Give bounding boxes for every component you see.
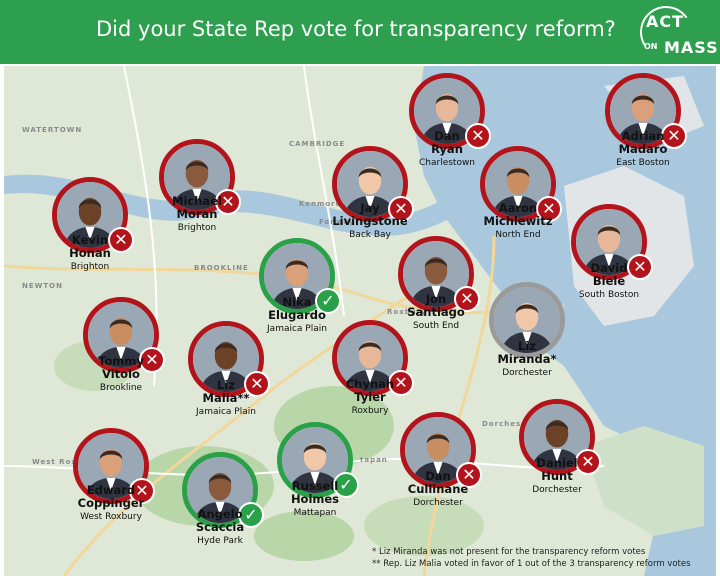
rep-last-name: Moran [176,207,218,221]
map-label-watertown: WATERTOWN [22,126,83,134]
footnote-1: * Liz Miranda was not present for the tr… [372,547,646,557]
rep-first-name: Tommy [98,354,144,368]
rep-first-name: Daniel [536,456,578,470]
rep-district: Dorchester [502,368,552,378]
rep-photo [480,146,556,222]
map-label-brookline: BROOKLINE [194,264,249,272]
map-label-west-roxbury: West Roxbury [32,458,99,466]
map-label-cambridge: CAMBRIDGE [289,140,346,148]
rep-district: Jamaica Plain [267,324,327,334]
rep-last-name: Coppinger [77,496,145,510]
check-icon: ✓ [238,502,264,528]
map-label-mattapan: tapan [360,456,388,464]
rep-photo [409,73,485,149]
rep-first-name: Michael [172,194,222,208]
rep-last-name: Cullinane [407,482,469,496]
rep-last-name: Tyler [354,390,386,404]
x-icon: ✕ [244,371,270,397]
map-label-kenmore: Kenmore [299,200,342,208]
rep-last-name: Honan [69,246,111,260]
rep-district: South Boston [578,290,640,300]
rep-district: Hyde Park [197,536,243,546]
rep-last-name: Elugardo [268,308,326,322]
x-icon: ✕ [627,254,653,280]
footnotes: * Liz Miranda was not present for the tr… [372,546,691,570]
x-icon: ✕ [454,286,480,312]
rep-last-name: Hunt [541,469,573,483]
rep-last-name: Scaccia [195,520,245,534]
rep-last-name: Livingstone [332,214,408,228]
map-label-fenway: Fenway [319,218,355,226]
x-icon: ✕ [215,189,241,215]
rep-first-name: Liz [518,339,536,353]
check-icon: ✓ [315,288,341,314]
rep-district: Roxbury [351,406,389,416]
x-icon: ✕ [465,123,491,149]
rep-district: Dorchester [532,485,582,495]
map-label-newton: NEWTON [22,282,63,290]
header-banner: Did your State Rep vote for transparency… [0,0,720,64]
rep-first-name: Kevin [71,233,109,247]
x-icon: ✕ [139,347,165,373]
x-icon: ✕ [536,196,562,222]
rep-last-name: Santiago [407,305,465,319]
rep-photo [605,73,681,149]
rep-first-name: Dan [434,129,460,143]
rep-first-name: David [590,261,628,275]
x-icon: ✕ [388,196,414,222]
rep-district: Charlestown [418,158,476,168]
rep-last-name: Ryan [431,142,463,156]
rep-first-name: Nika [282,295,312,309]
rep-photo [259,238,335,314]
rep-first-name: Russell [291,479,339,493]
footnote-2: ** Rep. Liz Malia voted in favor of 1 ou… [372,559,691,569]
rep-first-name: Jay [360,201,380,215]
rep-first-name: Jon [425,292,447,306]
rep-district: Brighton [177,223,217,233]
rep-last-name: Madaro [618,142,668,156]
rep-first-name: Liz [217,378,235,392]
map-label-dorchester: Dorches [482,420,522,428]
page-title: Did your State Rep vote for transparency… [96,17,616,41]
x-icon: ✕ [129,478,155,504]
logo-line-2: MASS [664,38,719,57]
rep-photo [277,422,353,498]
logo-line-3: ON [644,42,658,51]
rep-district: Jamaica Plain [196,407,256,417]
logo-line-1: ACT [646,12,685,31]
map-label-roxbury: Roxbury [387,308,427,316]
rep-photo [489,282,565,358]
rep-first-name: Adrian [621,129,665,143]
rep-last-name: Vitolo [102,367,140,381]
rep-district: South End [412,321,460,331]
rep-district: Back Bay [349,230,391,240]
x-icon: ✕ [456,462,482,488]
act-on-mass-logo: ACT ON MASS [635,1,718,63]
x-icon: ✕ [108,227,134,253]
rep-district: Mattapan [293,508,337,518]
rep-district: North End [495,230,541,240]
rep-first-name: Aaron [498,201,538,215]
rep-district: Dorchester [413,498,463,508]
rep-first-name: Dan [425,469,451,483]
rep-district: Brookline [99,383,143,393]
rep-first-name: Angelo [197,507,243,521]
rep-first-name: Chynah [345,377,395,391]
x-icon: ✕ [388,370,414,396]
rep-photo [519,399,595,475]
rep-last-name: Michlewitz [483,214,553,228]
rep-last-name: Malia** [202,391,250,405]
rep-first-name: Edward [86,483,136,497]
check-icon: ✓ [333,472,359,498]
rep-last-name: Miranda* [497,352,557,366]
rep-district: West Roxbury [80,512,142,522]
rep-district: Brighton [70,262,110,272]
rep-last-name: Biele [592,274,626,288]
rep-district: East Boston [616,158,670,168]
x-icon: ✕ [575,449,601,475]
rep-photo [52,177,128,253]
x-icon: ✕ [661,123,687,149]
rep-last-name: Holmes [290,492,340,506]
